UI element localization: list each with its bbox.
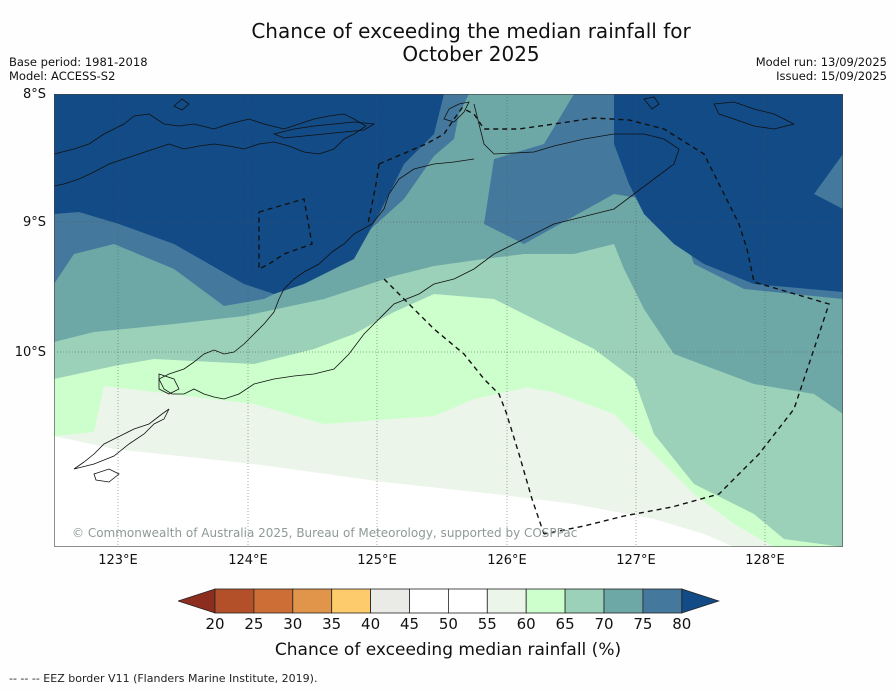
colorbar-tick-label: 60 <box>516 615 536 633</box>
colorbar-arrow-low <box>178 588 216 614</box>
issued-date: Issued: 15/09/2025 <box>776 68 887 83</box>
colorbar-tick-label: 80 <box>672 615 692 633</box>
colorbar-tick-label: 20 <box>205 615 225 633</box>
colorbar-tick-label: 75 <box>633 615 653 633</box>
map-title: Chance of exceeding the median rainfall … <box>0 20 896 66</box>
model-name: Model: ACCESS-S2 <box>9 68 116 83</box>
eez-footnote: -- -- -- EEZ border V11 (Flanders Marine… <box>9 672 318 685</box>
colorbar-tick-label: 40 <box>361 615 381 633</box>
lon-label-128e: 128°E <box>745 553 785 568</box>
lat-label-9s: 9°S <box>22 215 46 230</box>
colorbar-segment <box>447 588 488 614</box>
metadata-left: Base period: 1981-2018 Model: ACCESS-S2 <box>9 55 148 83</box>
coastlines <box>54 96 796 483</box>
colorbar-segment <box>525 588 566 614</box>
colorbar-segment <box>486 588 527 614</box>
islets-coast <box>173 96 796 130</box>
colorbar-segment <box>642 588 683 614</box>
colorbar-segment <box>253 588 294 614</box>
colorbar-arrow-high <box>681 588 720 614</box>
colorbar-tick-label: 25 <box>244 615 264 633</box>
metadata-right: Model run: 13/09/2025 Issued: 15/09/2025 <box>755 55 887 83</box>
zone-80-west <box>54 94 444 294</box>
colorbar-tick-label: 70 <box>594 615 614 633</box>
colorbar-tick-label: 55 <box>477 615 497 633</box>
colorbar-segment <box>292 588 333 614</box>
lon-label-127e: 127°E <box>616 553 656 568</box>
colorbar-tick-label: 65 <box>555 615 575 633</box>
colorbar-tick-label: 50 <box>438 615 458 633</box>
colorbar-tick-label: 30 <box>283 615 303 633</box>
roti-coast <box>158 373 180 395</box>
graticule <box>54 94 843 547</box>
lon-label-124e: 124°E <box>228 553 268 568</box>
colorbar-segment <box>370 588 410 614</box>
base-period: Base period: 1981-2018 <box>9 55 148 69</box>
colorbar-tick-label: 35 <box>322 615 342 633</box>
eez-border <box>258 107 830 535</box>
savu-coast <box>93 468 120 483</box>
colorbar-segment <box>331 588 371 614</box>
timor-main-coast <box>158 103 680 400</box>
title-line-2: October 2025 <box>402 42 540 66</box>
lon-label-125e: 125°E <box>357 553 397 568</box>
lat-label-10s: 10°S <box>14 345 46 360</box>
lat-label-8s: 8°S <box>22 87 46 102</box>
timor-coast <box>443 101 470 123</box>
sumba-coast <box>73 408 170 470</box>
colorbar <box>178 588 720 614</box>
lon-label-126e: 126°E <box>487 553 527 568</box>
colorbar-tick-label: 45 <box>399 615 420 633</box>
model-run: Model run: 13/09/2025 <box>755 55 887 69</box>
lon-label-123e: 123°E <box>98 553 138 568</box>
wetar-coast <box>272 121 376 139</box>
colorbar-title: Chance of exceeding median rainfall (%) <box>274 640 622 660</box>
colorbar-segment <box>214 588 255 614</box>
rainfall-map <box>54 94 843 547</box>
colorbar-segment <box>603 588 644 614</box>
copyright-notice: © Commonwealth of Australia 2025, Bureau… <box>72 526 578 540</box>
title-line-1: Chance of exceeding the median rainfall … <box>251 19 691 43</box>
colorbar-segment <box>564 588 605 614</box>
colorbar-segment <box>409 588 449 614</box>
